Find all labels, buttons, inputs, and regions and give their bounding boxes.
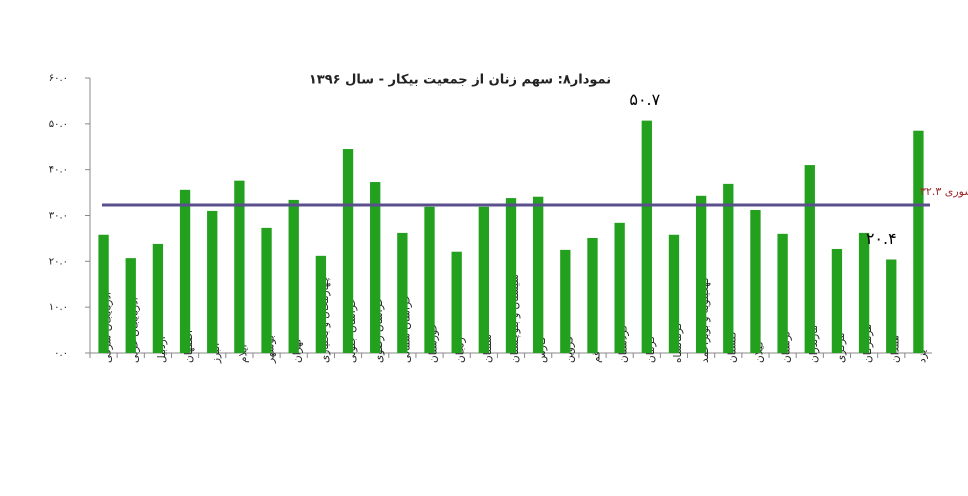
- data-label: ۲۰.۴: [866, 229, 897, 248]
- bar: [858, 232, 870, 353]
- bar: [668, 234, 680, 353]
- bar: [777, 233, 788, 353]
- bar: [695, 195, 707, 353]
- y-tick-label: ۶۰.۰: [49, 73, 68, 84]
- y-tick-label: ۵۰.۰: [49, 119, 68, 130]
- bar: [505, 198, 517, 353]
- bar: [152, 243, 164, 353]
- bar: [723, 183, 734, 353]
- bar: [587, 237, 598, 353]
- bar: [98, 234, 109, 353]
- data-label: ۵۰.۷: [629, 90, 660, 109]
- bar: [397, 232, 408, 353]
- bar: [750, 210, 761, 353]
- bar: [424, 206, 435, 353]
- bar: [207, 210, 218, 353]
- bar: [886, 259, 897, 353]
- bar: [451, 251, 462, 353]
- bar: [125, 258, 136, 353]
- y-tick-label: ۳۰.۰: [49, 211, 68, 222]
- bar: [315, 255, 327, 353]
- bar: [261, 227, 272, 353]
- bar: [913, 130, 924, 353]
- bar: [804, 165, 815, 353]
- y-tick-label: ۲۰.۰: [49, 256, 68, 267]
- bar: [641, 120, 652, 353]
- bar: [342, 149, 354, 353]
- y-tick-label: ۴۰.۰: [49, 165, 68, 176]
- bar: [179, 189, 191, 353]
- chart-title: نمودار۸: سهم زنان از جمعیت بیکار - سال ۱…: [309, 73, 611, 88]
- bar: [234, 180, 245, 353]
- bar: [370, 182, 381, 353]
- x-tick-label: قم: [590, 351, 602, 363]
- bar: [831, 248, 843, 353]
- bar: [533, 196, 544, 353]
- bar: [288, 199, 299, 353]
- reference-label: کشوری ۳۲.۳: [920, 185, 968, 198]
- bar: [560, 249, 571, 353]
- y-tick-label: ۱۰.۰: [49, 302, 68, 313]
- y-tick-label: ۰.۰: [54, 348, 68, 359]
- bar: [614, 222, 625, 353]
- bar: [478, 206, 489, 353]
